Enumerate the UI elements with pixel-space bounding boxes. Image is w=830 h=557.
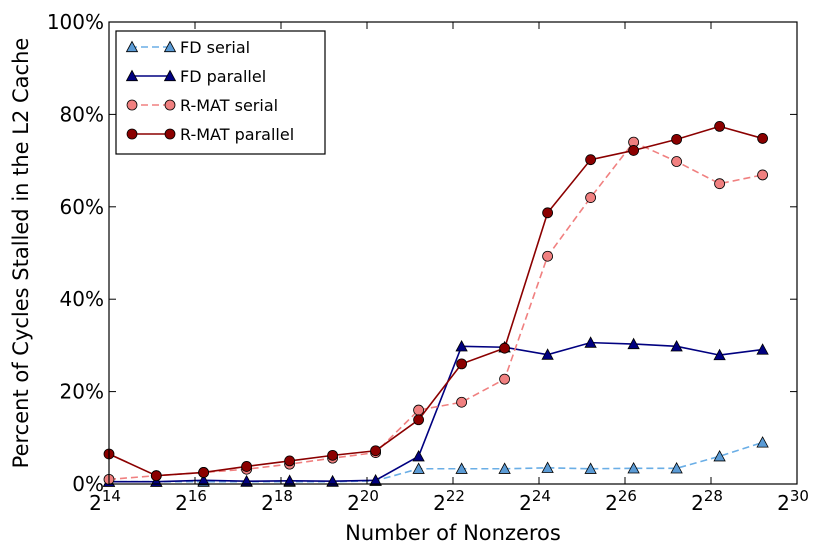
- fd-serial-point: [412, 462, 425, 474]
- x-tick-label: 226: [605, 487, 637, 515]
- fd-parallel-point: [283, 474, 296, 486]
- fd-parallel-point: [412, 449, 425, 462]
- y-tick-label: 20%: [60, 380, 104, 404]
- x-tick-label: 230: [777, 487, 809, 515]
- r-mat-serial-point: [714, 178, 725, 190]
- legend-label: R-MAT serial: [180, 96, 278, 115]
- x-tick-label: 228: [691, 487, 723, 515]
- y-axis-label: Percent of Cycles Stalled in the L2 Cach…: [9, 38, 33, 469]
- x-tick-label: 218: [261, 487, 293, 515]
- legend-swatch-marker: [126, 128, 138, 140]
- x-tick-label: 214: [89, 487, 121, 515]
- y-tick-label: 40%: [60, 287, 104, 311]
- legend-label: R-MAT parallel: [180, 125, 294, 144]
- x-tick-label: 220: [347, 487, 379, 515]
- y-tick-label: 60%: [60, 195, 104, 219]
- r-mat-parallel-point: [542, 207, 553, 219]
- plot-markers: [102, 121, 769, 487]
- x-axis: 214 216 218 220 222 224 226 228 230: [89, 22, 809, 515]
- legend-swatch-marker: [163, 69, 177, 82]
- r-mat-parallel-point: [413, 414, 425, 426]
- fd-parallel-point: [713, 348, 726, 361]
- r-mat-serial-point: [413, 404, 425, 416]
- y-tick-label: 80%: [60, 102, 104, 126]
- r-mat-parallel-point: [327, 449, 339, 461]
- fd-serial-point: [541, 461, 554, 473]
- fd-serial-point: [670, 461, 683, 474]
- r-mat-parallel-point: [628, 145, 639, 156]
- r-mat-parallel-point: [714, 121, 725, 132]
- legend-label: FD parallel: [180, 67, 266, 86]
- r-mat-parallel-point: [671, 133, 682, 145]
- legend-swatch-marker: [125, 40, 139, 53]
- fd-parallel-point: [455, 339, 468, 352]
- fd-parallel-point: [197, 473, 210, 486]
- r-mat-serial-point: [499, 373, 511, 385]
- legend-entry-fd-parallel: FD parallel: [125, 67, 266, 86]
- y-tick-label: 0%: [72, 472, 104, 496]
- x-tick-label: 224: [519, 487, 551, 515]
- legend-label: FD serial: [180, 38, 250, 57]
- fd-serial-line: [109, 441, 763, 483]
- fd-parallel-point: [756, 343, 769, 355]
- legend-swatch-marker: [125, 69, 139, 82]
- fd-parallel-point: [326, 474, 339, 487]
- r-mat-parallel-point: [370, 445, 382, 457]
- fd-serial-point: [627, 461, 640, 474]
- r-mat-parallel-point: [585, 154, 596, 166]
- r-mat-serial-point: [671, 156, 682, 167]
- r-mat-serial-point: [585, 192, 596, 203]
- fd-parallel-point: [240, 474, 253, 487]
- legend-entry-r-mat-serial: R-MAT serial: [126, 96, 278, 115]
- r-mat-parallel-point: [499, 342, 511, 354]
- r-mat-parallel-point: [284, 455, 296, 467]
- x-tick-label: 216: [175, 487, 207, 515]
- legend-swatch-marker: [126, 99, 138, 111]
- legend-swatch-marker: [164, 128, 176, 140]
- fd-parallel-point: [584, 336, 597, 348]
- fd-serial-point: [584, 462, 597, 474]
- fd-serial-point: [756, 436, 769, 448]
- fd-parallel-point: [627, 337, 640, 350]
- r-mat-parallel-point: [456, 358, 468, 370]
- x-tick-label: 222: [433, 487, 465, 515]
- fd-serial-point: [713, 449, 726, 462]
- legend-swatch-marker: [163, 40, 177, 53]
- y-tick-label: 100%: [47, 10, 104, 34]
- legend-entry-r-mat-parallel: R-MAT parallel: [126, 125, 294, 144]
- r-mat-serial-point: [542, 250, 553, 262]
- r-mat-parallel-point: [150, 470, 162, 482]
- r-mat-parallel-point: [198, 467, 210, 478]
- fd-parallel-point: [369, 473, 382, 486]
- plot-lines: [108, 125, 763, 483]
- fd-parallel-point: [541, 348, 554, 360]
- legend-swatch-marker: [164, 99, 176, 111]
- r-mat-serial-line: [108, 141, 763, 481]
- fd-parallel-line: [109, 341, 763, 483]
- r-mat-parallel-line: [108, 125, 763, 477]
- y-axis: 0% 20% 40% 60% 80% 100%: [47, 10, 797, 496]
- r-mat-serial-point: [757, 169, 768, 181]
- fd-parallel-point: [670, 339, 683, 352]
- legend-entry-fd-serial: FD serial: [125, 38, 250, 57]
- r-mat-parallel-point: [241, 461, 253, 472]
- r-mat-parallel-point: [757, 133, 768, 144]
- x-axis-label: Number of Nonzeros: [345, 521, 561, 545]
- legend: FD serial FD parallel R-MAT serial R-MAT pa…: [115, 30, 326, 155]
- fd-serial-point: [498, 462, 511, 474]
- fd-serial-point: [455, 462, 468, 474]
- r-mat-serial-point: [456, 396, 468, 408]
